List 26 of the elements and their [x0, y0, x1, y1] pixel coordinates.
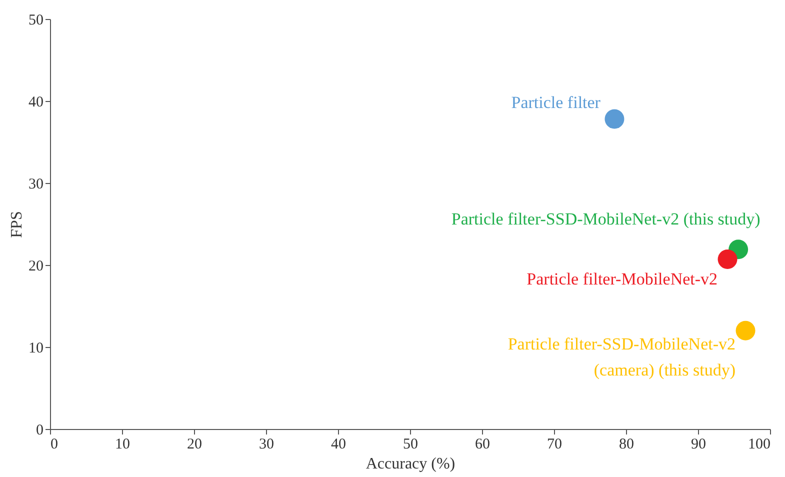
series-label: Particle filter [511, 93, 601, 112]
x-tick-label: 90 [691, 436, 706, 452]
x-tick-label: 20 [187, 436, 202, 452]
x-tick-label: 30 [259, 436, 274, 452]
y-tick-label: 40 [28, 94, 44, 110]
point [718, 250, 738, 269]
series-label: Particle filter-SSD-MobileNet-v2 (this study) [451, 209, 760, 228]
y-tick-label: 0 [36, 422, 44, 438]
x-tick-label: 100 [748, 436, 770, 452]
x-tick-label: 40 [331, 436, 346, 452]
x-tick-label: 70 [547, 436, 562, 452]
point [736, 320, 756, 340]
x-tick-label: 50 [403, 436, 418, 452]
x-tick-label: 0 [50, 436, 58, 452]
y-tick-label: 10 [28, 340, 44, 356]
y-tick-label: 30 [28, 176, 44, 192]
x-tick-label: 80 [619, 436, 634, 452]
x-tick-label: 10 [115, 436, 130, 452]
x-tick-label: 60 [475, 436, 490, 452]
y-axis-title: FPS [8, 211, 26, 238]
y-tick-label: 20 [28, 258, 44, 274]
y-tick-label: 50 [28, 12, 44, 28]
series-label: Particle filter-MobileNet-v2 [526, 269, 718, 288]
point [604, 109, 624, 129]
x-axis-title: Accuracy (%) [366, 456, 456, 472]
series-label: Particle filter-SSD-MobileNet-v2 (camera) (this study) [508, 334, 736, 380]
